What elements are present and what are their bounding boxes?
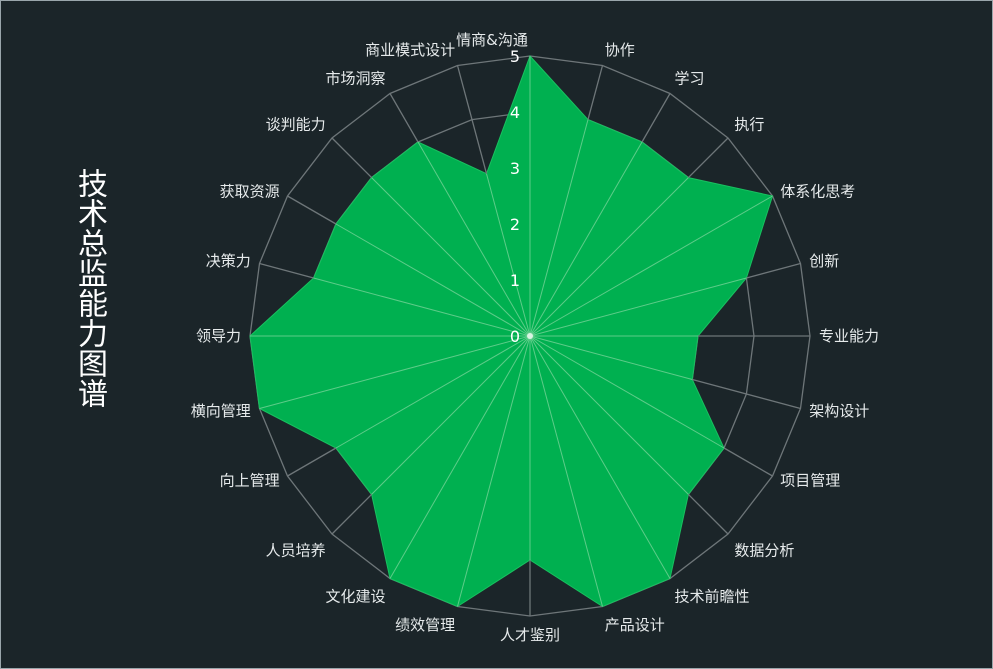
spoke-inner-11	[529, 335, 603, 607]
spoke-inner-20	[335, 223, 531, 337]
chart-title: 技术总监能力图谱	[72, 168, 107, 408]
category-label-16: 向上管理	[220, 472, 280, 490]
spoke-inner-7	[529, 335, 693, 380]
spoke-outer-19	[259, 262, 314, 279]
spoke-inner-1	[529, 119, 589, 337]
spoke-outer-2	[641, 93, 671, 143]
category-label-22: 市场洞察	[325, 70, 385, 88]
tick-label-5: 5	[510, 47, 520, 66]
spoke-outer-8	[723, 447, 773, 477]
category-label-21: 谈判能力	[266, 116, 326, 134]
spoke-inner-13	[457, 335, 531, 607]
category-label-18: 领导力	[196, 327, 241, 345]
category-label-0: 情商&沟通	[456, 31, 528, 49]
category-label-14: 文化建设	[325, 587, 385, 605]
spoke-inner-16	[335, 335, 531, 449]
category-label-7: 架构设计	[809, 402, 869, 420]
spoke-inner-23	[486, 173, 531, 337]
category-label-20: 获取资源	[220, 183, 280, 201]
category-label-11: 产品设计	[605, 616, 665, 634]
spoke-inner-4	[529, 195, 773, 337]
radar-category-labels: 情商&沟通协作学习执行体系化思考创新专业能力架构设计项目管理数据分析技术前瞻性产…	[191, 31, 879, 644]
category-label-4: 体系化思考	[780, 183, 855, 201]
spoke-inner-3	[529, 177, 689, 337]
spoke-inner-22	[417, 141, 531, 337]
tick-label-1: 1	[510, 271, 520, 290]
spoke-inner-17	[259, 335, 531, 409]
category-label-1: 协作	[605, 41, 635, 59]
spoke-outer-20	[287, 195, 337, 225]
spoke-outer-21	[331, 137, 373, 179]
spoke-inner-14	[389, 335, 531, 579]
spoke-inner-2	[529, 141, 643, 337]
spoke-outer-23	[456, 65, 488, 174]
category-label-8: 项目管理	[780, 472, 840, 490]
spoke-outer-3	[687, 137, 729, 179]
tick-label-0: 0	[510, 327, 520, 346]
spoke-outer-22	[389, 93, 419, 143]
spoke-inner-9	[529, 335, 689, 495]
spoke-outer-7	[692, 378, 801, 410]
spoke-outer-16	[287, 447, 337, 477]
spoke-inner-5	[529, 277, 747, 337]
category-label-13: 绩效管理	[395, 616, 455, 634]
category-label-17: 横向管理	[191, 402, 251, 420]
tick-label-4: 4	[510, 103, 520, 122]
category-label-5: 创新	[809, 252, 839, 270]
spoke-outer-9	[687, 493, 729, 535]
category-label-2: 学习	[675, 70, 705, 88]
spoke-inner-10	[529, 335, 671, 579]
spoke-outer-1	[587, 65, 604, 120]
spoke-inner-8	[529, 335, 725, 449]
category-label-23: 商业模式设计	[365, 41, 455, 59]
category-label-9: 数据分析	[734, 541, 794, 559]
spoke-outer-5	[746, 262, 801, 279]
spoke-inner-15	[371, 335, 531, 495]
radar-tick-labels: 0 1 2 3 4 5	[510, 47, 520, 346]
spoke-inner-21	[371, 177, 531, 337]
category-label-15: 人员培养	[266, 541, 326, 559]
category-label-12: 人才鉴别	[500, 626, 560, 644]
category-label-3: 执行	[734, 116, 764, 134]
category-label-10: 技术前瞻性	[675, 587, 750, 605]
tick-label-3: 3	[510, 159, 520, 178]
radar-spokes	[250, 56, 810, 616]
spoke-outer-15	[331, 493, 373, 535]
category-label-19: 决策力	[206, 252, 251, 270]
category-label-6: 专业能力	[819, 327, 879, 345]
spoke-inner-19	[313, 277, 531, 337]
tick-label-2: 2	[510, 215, 520, 234]
radar-center-dot	[527, 333, 533, 339]
